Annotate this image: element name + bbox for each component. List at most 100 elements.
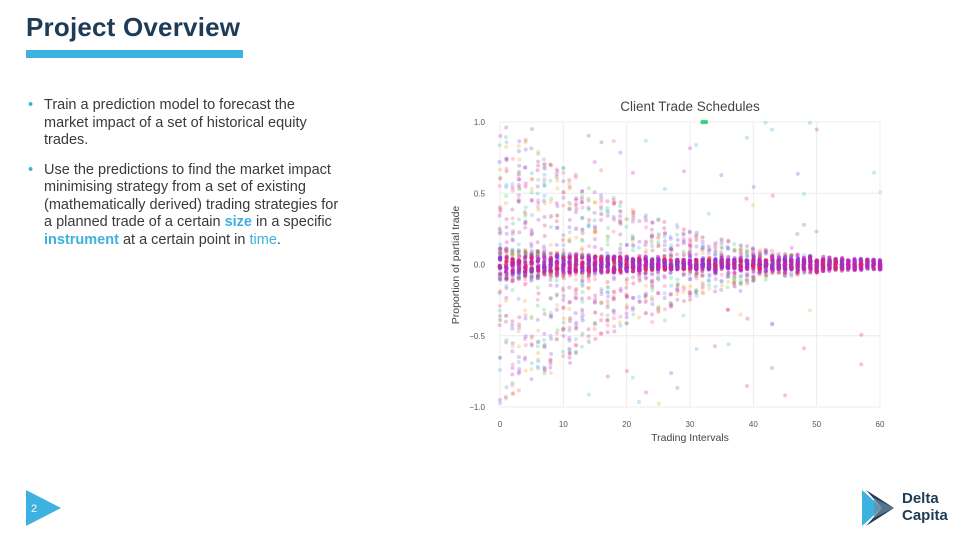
data-point xyxy=(536,269,541,274)
data-point xyxy=(580,253,585,258)
data-point xyxy=(530,177,535,182)
data-point xyxy=(567,351,572,356)
data-point xyxy=(592,320,597,325)
data-point xyxy=(579,196,584,201)
data-point xyxy=(504,276,509,281)
data-point xyxy=(567,236,572,241)
data-point xyxy=(745,316,750,321)
data-point xyxy=(681,290,686,295)
data-point xyxy=(624,285,629,290)
data-point xyxy=(580,194,585,199)
data-point xyxy=(554,250,559,255)
data-point xyxy=(649,294,654,299)
data-point xyxy=(523,250,528,255)
data-point xyxy=(542,177,547,182)
data-point xyxy=(592,218,597,223)
data-point xyxy=(516,371,521,376)
data-point xyxy=(688,276,693,281)
data-point xyxy=(510,252,515,257)
data-point xyxy=(573,261,578,266)
data-point xyxy=(580,205,585,210)
data-point xyxy=(555,226,560,231)
chart-title: Client Trade Schedules xyxy=(620,99,760,114)
data-point xyxy=(795,171,800,176)
data-point xyxy=(523,274,528,279)
data-point xyxy=(535,250,540,255)
data-point xyxy=(529,253,534,258)
data-point xyxy=(599,300,604,305)
highlight-time: time xyxy=(249,231,277,248)
data-point xyxy=(580,274,585,279)
data-point xyxy=(516,275,521,280)
data-point xyxy=(763,273,768,278)
data-point xyxy=(744,273,749,278)
data-point xyxy=(751,276,756,281)
data-point xyxy=(656,217,661,222)
data-point xyxy=(554,278,559,283)
data-point xyxy=(662,257,667,262)
data-point xyxy=(560,349,565,354)
data-point xyxy=(498,246,503,251)
data-point xyxy=(738,288,743,293)
data-point xyxy=(662,291,667,296)
data-point xyxy=(719,238,724,243)
data-point xyxy=(650,285,655,290)
data-point xyxy=(561,305,566,310)
data-point xyxy=(795,269,800,274)
data-point xyxy=(567,307,572,312)
data-point xyxy=(568,319,573,324)
data-point xyxy=(548,283,553,288)
data-point xyxy=(574,196,579,201)
data-point xyxy=(707,272,712,277)
data-point xyxy=(668,304,673,309)
data-point xyxy=(631,281,636,286)
data-point xyxy=(523,184,528,189)
data-point xyxy=(643,311,648,316)
data-point xyxy=(700,273,705,278)
data-point xyxy=(630,238,635,243)
data-point xyxy=(750,247,755,252)
data-point xyxy=(662,273,667,278)
data-point xyxy=(561,190,566,195)
data-point xyxy=(770,322,775,327)
x-tick-label: 50 xyxy=(812,420,821,429)
data-point xyxy=(618,222,623,227)
data-point xyxy=(769,257,774,262)
data-point xyxy=(580,264,585,269)
data-point xyxy=(542,311,547,316)
data-point xyxy=(649,238,654,243)
data-point xyxy=(573,291,578,296)
data-point xyxy=(605,208,610,213)
data-point xyxy=(725,275,730,280)
data-point xyxy=(764,273,769,278)
data-point xyxy=(497,323,502,328)
data-point xyxy=(587,279,592,284)
data-point xyxy=(522,274,527,279)
data-point xyxy=(523,368,528,373)
data-point xyxy=(592,200,597,205)
data-point xyxy=(535,274,540,279)
data-point xyxy=(833,257,838,262)
data-point xyxy=(865,260,870,265)
data-point xyxy=(536,159,541,164)
data-point xyxy=(650,312,655,317)
data-point xyxy=(504,337,509,342)
data-point xyxy=(777,263,782,268)
y-tick-label: −1.0 xyxy=(469,403,485,412)
data-point xyxy=(497,159,502,164)
data-point xyxy=(554,167,559,172)
data-point xyxy=(656,274,661,279)
data-point xyxy=(504,256,509,261)
data-point xyxy=(504,272,509,277)
data-point xyxy=(542,250,547,255)
data-point xyxy=(522,357,527,362)
data-point xyxy=(529,227,534,232)
data-point xyxy=(751,278,756,283)
data-point xyxy=(738,312,743,317)
data-point xyxy=(732,274,737,279)
data-point xyxy=(504,169,509,174)
data-point xyxy=(523,218,528,223)
data-point xyxy=(548,199,553,204)
data-point xyxy=(580,268,585,273)
data-point xyxy=(656,290,661,295)
